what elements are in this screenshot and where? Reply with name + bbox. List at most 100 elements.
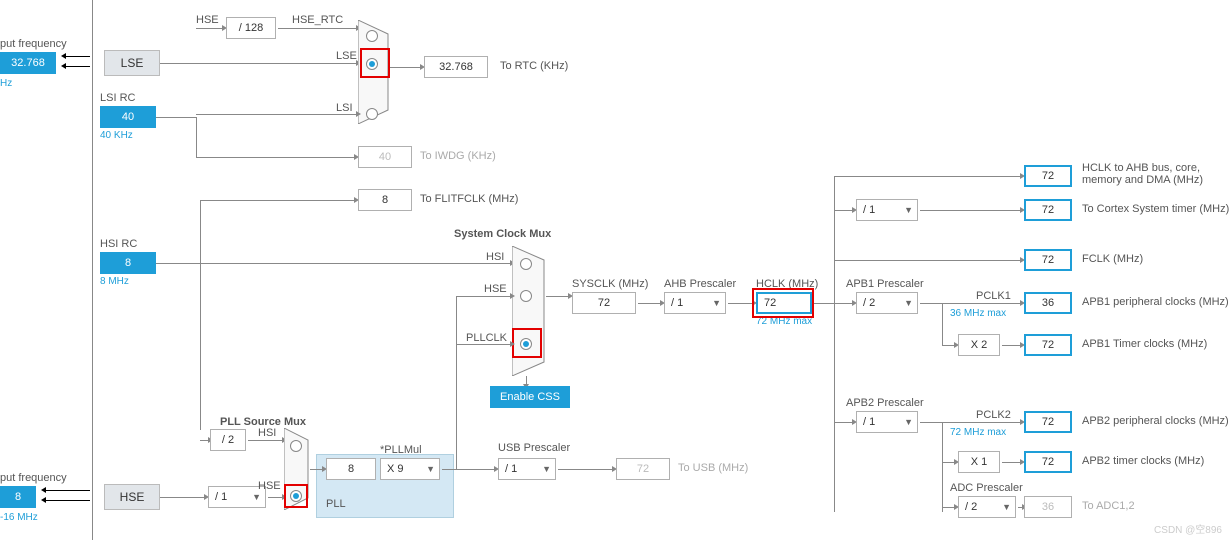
lse-freq-value[interactable]: 32.768 [0,52,56,74]
l-hsepresc-to-pllmux [268,497,282,498]
sys-radio-pllclk[interactable] [520,338,532,350]
pllmul-value: X 9 [387,463,404,475]
l-hse-to-presc [160,497,204,498]
out-adc-label: To ADC1,2 [1082,500,1135,512]
l-apb1-v [942,303,943,345]
adc-presc-select[interactable]: / 2▼ [958,496,1016,518]
usb-label: USB Prescaler [498,442,570,454]
l-out-hclk-ahb [834,176,1020,177]
chevron-down-icon: ▼ [426,464,435,474]
adc-label: ADC Prescaler [950,482,1023,494]
pllmul-label: *PLLMul [380,444,422,456]
out-apb2-tim-label: APB2 timer clocks (MHz) [1082,455,1204,467]
pll-radio-hse[interactable] [290,490,302,502]
out-hclk-ahb-label: HCLK to AHB bus, core, memory and DMA (M… [1082,162,1230,186]
hse-freq-value[interactable]: 8 [0,486,36,508]
l-tree-v [834,176,835,512]
flitf-label: To FLITFCLK (MHz) [420,193,518,205]
l-hsi-v [200,200,201,430]
hse-div-label: HSE [196,14,219,26]
apb1-label: APB1 Prescaler [846,278,924,290]
rtc-out-label: To RTC (KHz) [500,60,568,72]
apb1-pclk-label: PCLK1 [976,290,1011,302]
sysmux-title: System Clock Mux [454,228,551,240]
lsi-rc-value: 40 [100,106,156,128]
l-apb2-tim-in [942,462,954,463]
chevron-down-icon: ▼ [1002,502,1011,512]
ahb-label: AHB Prescaler [664,278,736,290]
usb-presc-select[interactable]: / 1▼ [498,458,556,480]
out-apb2-per-value: 72 [1024,411,1072,433]
l-usb-in [456,469,494,470]
l-hclk-out [814,303,834,304]
hse-rtc-label: HSE_RTC [292,14,343,26]
sys-radio-hsi[interactable] [520,258,532,270]
sysclk-value[interactable]: 72 [572,292,636,314]
l-iwdg [196,157,354,158]
hclk-label: HCLK (MHz) [756,278,818,290]
l-apb1-tim-out [1002,345,1020,346]
l-apb2-v [942,422,943,512]
apb1-presc-select[interactable]: / 2▼ [856,292,918,314]
l-sysclk-ahb [638,303,660,304]
out-apb1-tim-label: APB1 Timer clocks (MHz) [1082,338,1207,350]
chevron-down-icon: ▼ [904,205,913,215]
watermark: CSDN @空896 [1154,521,1222,536]
apb1-mult: X 2 [958,334,1000,356]
l-hse-div-out [278,28,356,29]
l-pllclk-sysmux [456,344,510,345]
rtc-radio-lse[interactable] [366,58,378,70]
hclk-value[interactable]: 72 [756,292,812,314]
sysclk-label: SYSCLK (MHz) [572,278,648,290]
cortex-presc-select[interactable]: / 1 ▼ [856,199,918,221]
pllmul-select[interactable]: X 9 ▼ [380,458,440,480]
l-apb2-tim-out [1002,462,1020,463]
apb2-max: 72 MHz max [950,427,1006,438]
sysmux-hse-label: HSE [484,283,507,295]
apb2-presc-select[interactable]: / 1▼ [856,411,918,433]
l-fclk [834,260,1020,261]
apb1-presc-value: / 2 [863,297,875,309]
l-apb1-in [834,303,852,304]
pll-div2: / 2 [210,429,246,451]
out-apb2-tim-value: 72 [1024,451,1072,473]
rtc-radio-lsi[interactable] [366,108,378,120]
l-apb2-out1 [920,422,942,423]
l-apb2-in [834,422,852,423]
l-apb1-tim-in [942,345,954,346]
pll-radio-hsi[interactable] [290,440,302,452]
rtc-radio-hse[interactable] [366,30,378,42]
l-usb-out [558,469,612,470]
l-lsi-v [196,117,197,157]
out-apb1-per-value: 36 [1024,292,1072,314]
l-apb1-per [942,303,1020,304]
ahb-presc-select[interactable]: / 1▼ [664,292,726,314]
out-cortex-value: 72 [1024,199,1072,221]
out-fclk-label: FCLK (MHz) [1082,253,1143,265]
hse-freq-label: put frequency [0,472,67,484]
sysmux-pllclk-label: PLLCLK [466,332,507,344]
lsi-rc-sub: 40 KHz [100,130,133,141]
l-sysmux-out [546,296,568,297]
iwdg-value: 40 [358,146,412,168]
enable-css-button[interactable]: Enable CSS [490,386,570,408]
out-hclk-ahb-value: 72 [1024,165,1072,187]
sys-radio-hse[interactable] [520,290,532,302]
l-div2-to-pllmux [248,440,282,441]
pllmux-hse-label: HSE [258,480,281,492]
ahb-presc-value: / 1 [671,297,683,309]
mux-lsi-label: LSI [336,102,353,114]
lsi-rc-title: LSI RC [100,92,135,104]
hsi-rc-sub: 8 MHz [100,276,129,287]
l-adc-out [1018,507,1022,508]
l-pllmux-out [310,469,322,470]
pll-value[interactable]: 8 [326,458,376,480]
chevron-down-icon: ▼ [252,492,261,502]
apb2-presc-value: / 1 [863,416,875,428]
l-ahb-hclk [728,303,752,304]
l-hsi-h0 [156,263,200,264]
cortex-presc-value: / 1 [863,204,875,216]
l-lsi-h [156,117,196,118]
l-rtc-out [390,67,420,68]
out-cortex-label: To Cortex System timer (MHz) [1082,203,1229,215]
